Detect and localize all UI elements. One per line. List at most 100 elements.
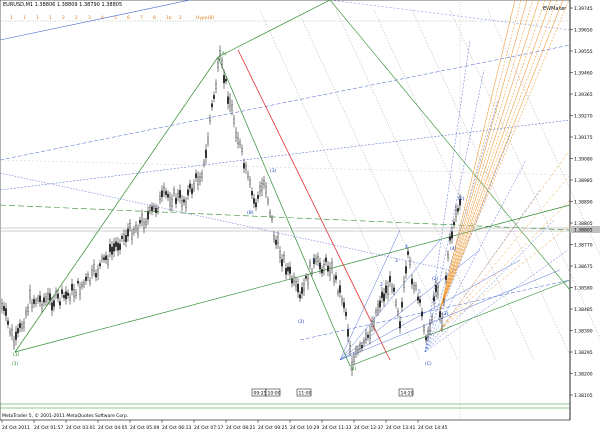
top-mark: 4: [101, 15, 104, 21]
top-mark: 1: [10, 15, 13, 21]
orange-dashed-line[interactable]: [439, 149, 571, 331]
orange-fan-line[interactable]: [439, 0, 540, 311]
orange-fan-line[interactable]: [439, 0, 528, 311]
top-mark: 7: [140, 15, 143, 21]
dotted-grid-line[interactable]: [411, 9, 573, 361]
candle-body: [135, 224, 137, 230]
orange-fan-line[interactable]: [439, 0, 516, 311]
green-fork-handle[interactable]: [14, 56, 219, 353]
candle-body: [397, 311, 399, 315]
candle-body: [329, 267, 331, 276]
time-label: 24 Oct 07:17: [194, 425, 223, 431]
candle-body: [83, 282, 85, 286]
upper-blue-dashed-line[interactable]: [329, 0, 571, 31]
candle-body: [209, 117, 211, 122]
candle-body: [133, 229, 135, 233]
candle-body: [317, 256, 319, 262]
orange-fan-line[interactable]: [439, 0, 558, 311]
blue-fan-line[interactable]: [424, 39, 471, 353]
orange-fan-line[interactable]: [439, 0, 522, 311]
candle-body: [355, 349, 357, 355]
orange-dashed-line[interactable]: [439, 224, 571, 331]
candle-body: [407, 251, 409, 255]
candle-body: [129, 223, 131, 228]
blue-dashed-line[interactable]: [299, 279, 571, 341]
top-mark: 3: [88, 15, 91, 21]
blue-fork-line[interactable]: [339, 229, 401, 361]
candle-body: [417, 296, 419, 301]
candle-body: [431, 316, 433, 321]
candle-body: [101, 256, 103, 260]
candle-body: [281, 259, 283, 267]
dotted-grid-line[interactable]: [259, 9, 421, 361]
candle-body: [311, 270, 313, 274]
dotted-grid-line[interactable]: [335, 9, 497, 361]
price-label: 1.39175: [574, 135, 593, 141]
candle-body: [73, 289, 75, 297]
blue-fan-line[interactable]: [424, 249, 569, 353]
price-label: 1.39555: [574, 49, 593, 55]
candle-body: [169, 197, 171, 206]
orange-fan-line[interactable]: [439, 0, 564, 311]
candle-body: [347, 329, 349, 337]
dotted-grid-line[interactable]: [373, 9, 535, 361]
time-label: 24 Oct 01:57: [34, 425, 63, 431]
blue-fork-line[interactable]: [339, 269, 561, 361]
red-median-line[interactable]: [237, 49, 391, 361]
candle-body: [79, 287, 81, 295]
time-label: 24 Oct 2011: [2, 425, 30, 431]
copyright-text: MetaTrader 5, © 2001-2011 MetaQuotes Sof…: [2, 412, 128, 419]
candle-body: [381, 291, 383, 299]
candle-body: [263, 180, 265, 185]
upper-blue-line[interactable]: [0, 0, 191, 41]
blue-fan-line[interactable]: [424, 69, 485, 353]
candle-body: [65, 291, 67, 300]
price-label: 1.38805: [574, 221, 593, 227]
candle-body: [197, 176, 199, 185]
green-dashed-horizontal[interactable]: [0, 204, 571, 231]
candle-body: [3, 305, 5, 311]
orange-fan-line[interactable]: [439, 0, 552, 311]
plot-area[interactable]: [0, 0, 571, 421]
blue-dashed-line[interactable]: [0, 44, 571, 161]
analysis-lines[interactable]: [0, 0, 600, 420]
candle-body: [217, 62, 219, 68]
candle-body: [255, 202, 257, 208]
dotted-grid-line[interactable]: [297, 9, 459, 361]
top-mark: 2: [179, 15, 182, 21]
blue-fan-line[interactable]: [424, 219, 555, 353]
green-fork-upper[interactable]: [217, 0, 331, 58]
green-fork-edge[interactable]: [329, 0, 571, 291]
candle-body: [171, 199, 173, 207]
candle-body: [207, 136, 209, 143]
blue-dotted-line[interactable]: [0, 119, 571, 191]
candle-body: [195, 173, 197, 179]
orange-dashed-line[interactable]: [439, 174, 571, 331]
candle-body: [63, 295, 65, 298]
candle-body: [303, 283, 305, 291]
green-fork-lower[interactable]: [14, 204, 571, 353]
candle-body: [293, 276, 295, 282]
candle-body: [259, 186, 261, 193]
top-mark: 1: [23, 15, 26, 21]
price-axis: 1.39745 1.39650 1.39555 1.39460 1.39365 1.392…: [570, 6, 593, 399]
candle-body: [409, 260, 411, 265]
wave-labels: (1) (2) (3) (4) (5) (A) (B) (C) 1 2 3 4 5 (1) (2) (3) (4…: [12, 51, 465, 372]
candle-body: [193, 183, 195, 189]
dotted-grid-line[interactable]: [449, 9, 600, 360]
candle-body: [175, 197, 177, 204]
green-fork-median[interactable]: [217, 56, 351, 367]
orange-dashed-line[interactable]: [439, 199, 571, 331]
candle-body: [215, 83, 217, 89]
dotted-grid-line[interactable]: [487, 9, 600, 360]
candle-body: [81, 283, 83, 287]
candle-body: [35, 300, 37, 304]
orange-fan-line[interactable]: [439, 0, 534, 311]
blue-fan-line[interactable]: [424, 99, 499, 353]
gray-dotted-line[interactable]: [0, 159, 571, 176]
top-mark: 1b: [166, 15, 172, 21]
price-label: 1.39270: [574, 113, 593, 119]
blue-fork-line[interactable]: [339, 239, 441, 361]
candle-body: [415, 285, 417, 289]
